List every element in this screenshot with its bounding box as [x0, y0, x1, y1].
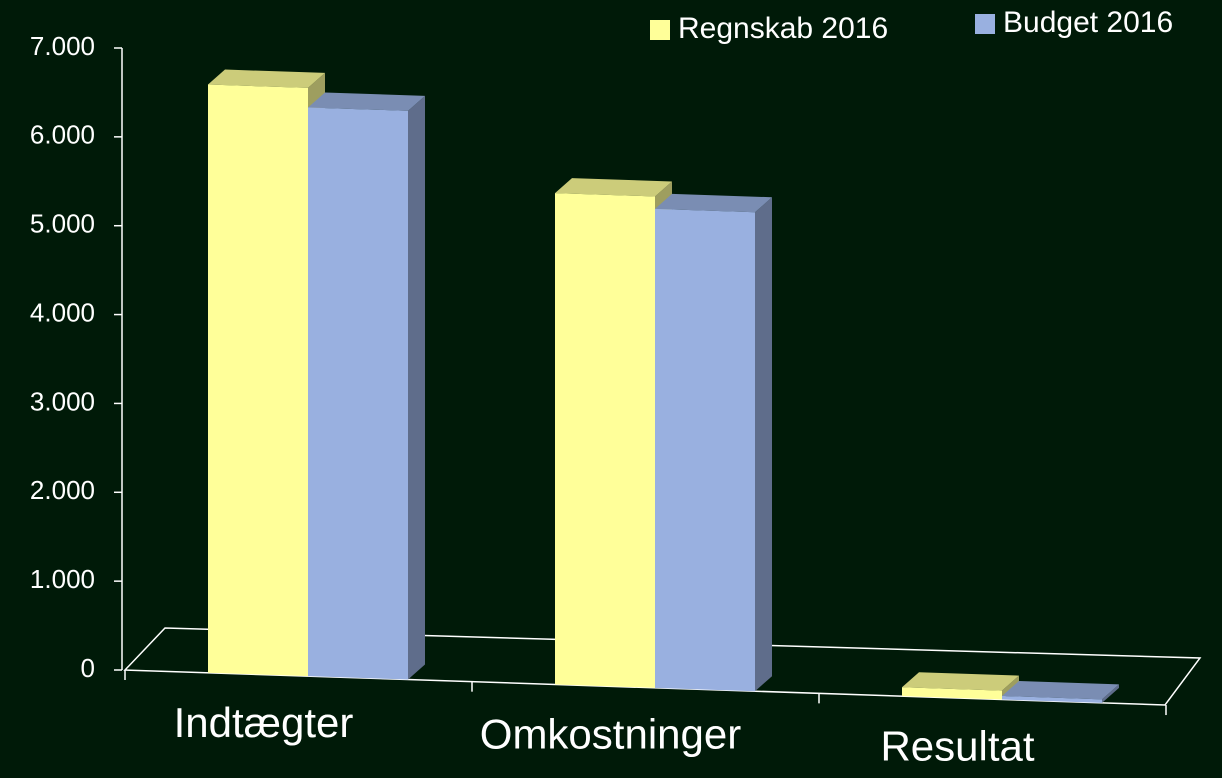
- bar: [655, 208, 755, 692]
- bar-side: [1102, 684, 1119, 703]
- bar-top: [902, 672, 1019, 691]
- x-tick-label: Resultat: [880, 722, 1034, 769]
- bar-top: [555, 178, 672, 197]
- legend-label: Regnskab 2016: [678, 12, 888, 45]
- bar-top: [208, 69, 325, 88]
- y-tick-label: 1.000: [30, 564, 95, 594]
- legend-swatch: [650, 20, 670, 40]
- x-tick-label: Omkostninger: [480, 711, 741, 758]
- y-tick-label: 3.000: [30, 386, 95, 416]
- y-tick-label: 5.000: [30, 209, 95, 239]
- bar: [902, 687, 1002, 700]
- bar: [208, 84, 308, 677]
- bar: [555, 193, 655, 688]
- y-tick-label: 7.000: [30, 31, 95, 61]
- bar-top: [655, 193, 772, 213]
- legend-swatch: [975, 14, 995, 34]
- floor: [123, 627, 1202, 706]
- bar: [308, 107, 408, 680]
- y-tick-label: 0: [81, 653, 95, 683]
- legend-label: Budget 2016: [1003, 6, 1173, 39]
- x-tick-label: Indtægter: [174, 699, 354, 746]
- y-tick-label: 2.000: [30, 475, 95, 505]
- bar-side: [408, 95, 425, 680]
- y-tick-label: 4.000: [30, 297, 95, 327]
- y-tick-label: 6.000: [30, 120, 95, 150]
- bar-top: [308, 92, 425, 111]
- bar-side: [755, 197, 772, 692]
- bar: [1002, 695, 1102, 703]
- bar-top: [1002, 680, 1119, 700]
